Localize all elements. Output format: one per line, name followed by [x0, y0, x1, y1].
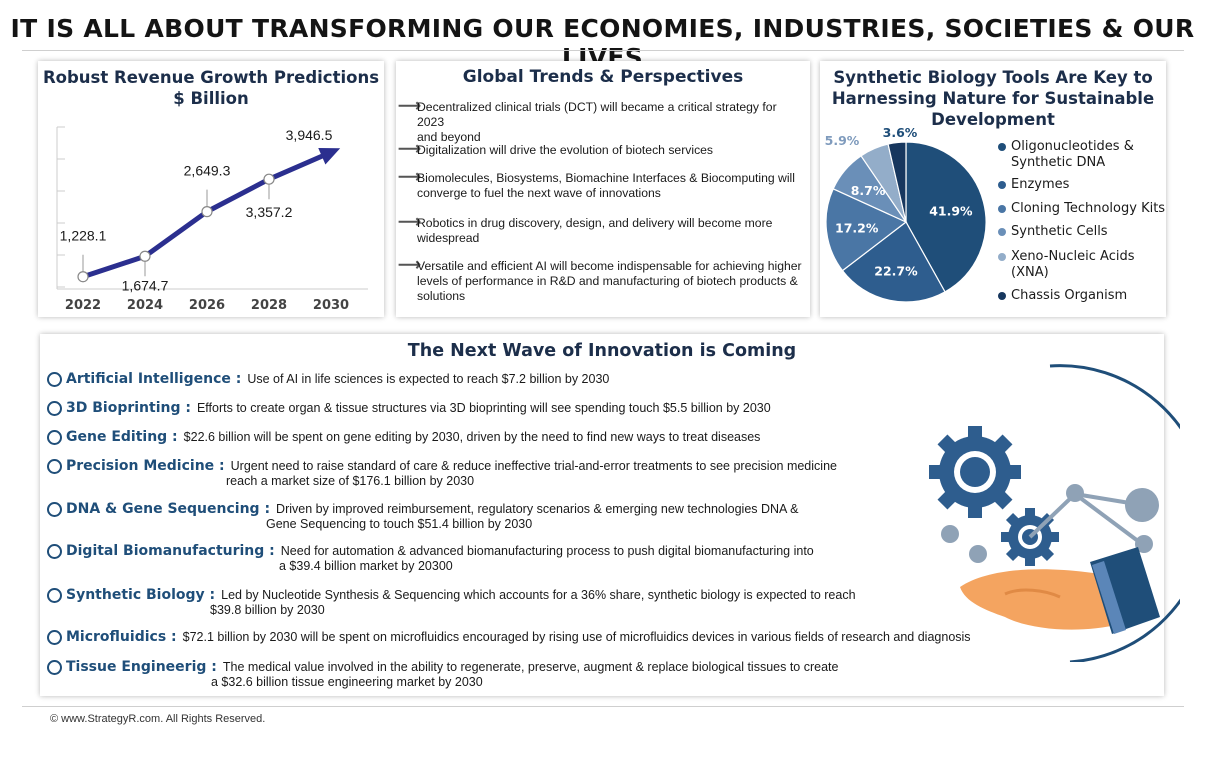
- revenue-title: Robust Revenue Growth Predictions $ Bill…: [42, 68, 380, 108]
- circle-bullet-icon: [47, 372, 62, 387]
- gear-icon: [929, 426, 1021, 518]
- legend-swatch: [998, 253, 1006, 261]
- legend-swatch: [998, 228, 1006, 236]
- trends-panel: Global Trends & Perspectives ⟶ Decentral…: [396, 61, 810, 317]
- hand-gears-illustration: [929, 364, 1180, 662]
- circle-bullet-icon: [47, 502, 62, 517]
- arrow-right-icon: ⟶: [398, 141, 421, 158]
- pie-slice: [887, 141, 907, 223]
- slice-label: 22.7%: [874, 264, 918, 279]
- series-arrowhead: [318, 147, 341, 165]
- x-tick-label: 2026: [189, 298, 225, 313]
- trends-title: Global Trends & Perspectives: [462, 67, 744, 87]
- circle-bullet-icon: [47, 630, 62, 645]
- data-label: 3,946.5: [286, 127, 333, 143]
- pie-slice: [825, 188, 908, 272]
- synbio-pie-chart: 41.9% 22.7% 17.2% 8.7% 5.9% 3.6%: [825, 125, 987, 303]
- data-point: [263, 173, 275, 185]
- arrow-right-icon: ⟶: [398, 98, 421, 115]
- x-tick-label: 2022: [65, 298, 101, 313]
- pie-slice: [841, 221, 946, 303]
- slice-label: 8.7%: [851, 183, 886, 198]
- data-label: 2,649.3: [184, 163, 231, 179]
- circle-bullet-icon: [47, 588, 62, 603]
- circle-bullet-icon: [47, 430, 62, 445]
- main-title: IT IS ALL ABOUT TRANSFORMING OUR ECONOMI…: [10, 14, 1195, 72]
- arrow-right-icon: ⟶: [398, 169, 421, 186]
- data-point: [77, 271, 89, 283]
- circle-bullet-icon: [47, 660, 62, 675]
- slice-label: 5.9%: [825, 133, 860, 148]
- pie-slice: [905, 141, 987, 293]
- wave-panel: The Next Wave of Innovation is Coming Ar…: [40, 334, 1180, 696]
- data-point: [139, 250, 151, 262]
- circle-bullet-icon: [47, 401, 62, 416]
- arrow-right-icon: ⟶: [398, 214, 421, 231]
- slice-label: 41.9%: [929, 203, 973, 218]
- circle-bullet-icon: [47, 544, 62, 559]
- x-tick-label: 2030: [313, 298, 349, 313]
- x-tick-label: 2028: [251, 298, 287, 313]
- data-label: 3,357.2: [246, 204, 293, 220]
- legend-swatch: [998, 181, 1006, 189]
- slice-label: 17.2%: [835, 221, 879, 236]
- legend-swatch: [998, 292, 1006, 300]
- legend-swatch: [998, 143, 1006, 151]
- slice-label: 3.6%: [883, 125, 918, 140]
- title-divider: [22, 50, 1184, 51]
- data-label: 1,674.7: [122, 277, 169, 293]
- circle-bullet-icon: [47, 459, 62, 474]
- synbio-title: Synthetic Biology Tools Are Key to Harne…: [831, 68, 1155, 129]
- wave-title: The Next Wave of Innovation is Coming: [407, 341, 797, 361]
- footer-divider: [22, 706, 1184, 707]
- revenue-line-chart: 1,228.1 2022 1,674.7 2024 2,649.3 2026 3,357.2…: [56, 126, 368, 313]
- x-tick-label: 2024: [127, 298, 163, 313]
- copyright-text: © www.StrategyR.com. All Rights Reserved…: [50, 713, 266, 725]
- arrow-right-icon: ⟶: [398, 257, 421, 274]
- data-label: 1,228.1: [60, 228, 107, 244]
- revenue-panel: Robust Revenue Growth Predictions $ Bill…: [38, 61, 384, 317]
- data-point: [201, 206, 213, 218]
- legend-swatch: [998, 205, 1006, 213]
- synbio-panel: Synthetic Biology Tools Are Key to Harne…: [820, 61, 1166, 317]
